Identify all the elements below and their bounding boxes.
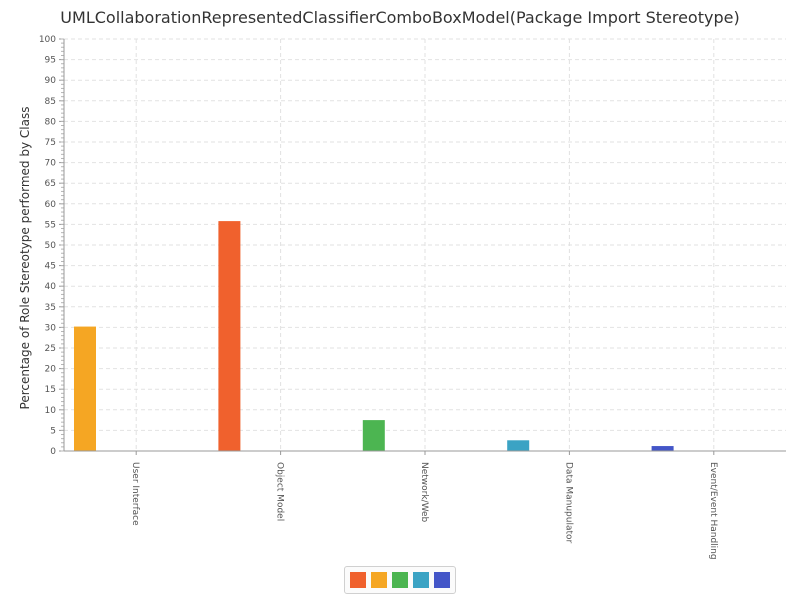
y-tick-label: 25 xyxy=(45,344,56,354)
x-category-label: Event/Event Handling xyxy=(708,462,718,560)
y-axis-label: Percentage of Role Stereotype performed … xyxy=(18,107,32,410)
axes: 0 5 10 15 20 25 30 35 40 45 50 55 60 65 70 75 80 85 90 95 10… xyxy=(39,35,786,560)
y-tick-label: 35 xyxy=(45,303,56,313)
x-category-label: User Interface xyxy=(130,462,140,526)
x-category-label: Data Manupulator xyxy=(563,462,573,544)
y-tick-label: 75 xyxy=(45,138,56,148)
y-tick-label: 100 xyxy=(39,35,56,45)
y-tick-label: 55 xyxy=(45,220,56,230)
y-tick-label: 20 xyxy=(45,365,57,375)
legend-swatch xyxy=(392,572,408,588)
bar xyxy=(74,326,96,451)
y-tick-label: 70 xyxy=(45,159,57,169)
y-tick-label: 10 xyxy=(45,406,57,416)
y-tick-label: 65 xyxy=(45,179,56,189)
legend-swatch xyxy=(350,572,366,588)
y-tick-label: 80 xyxy=(45,117,57,127)
bar xyxy=(651,446,674,451)
y-tick-label: 85 xyxy=(45,97,56,107)
x-category-label: Object Model xyxy=(275,462,285,521)
y-tick-label: 5 xyxy=(50,426,56,436)
legend-swatch xyxy=(413,572,429,588)
y-tick-label: 0 xyxy=(50,447,56,457)
grid-lines xyxy=(64,38,786,451)
y-tick-label: 45 xyxy=(45,262,56,272)
y-tick-label: 15 xyxy=(45,385,56,395)
legend xyxy=(344,566,456,594)
y-tick-label: 30 xyxy=(45,323,57,333)
bar xyxy=(218,221,241,451)
legend-swatch xyxy=(434,572,450,588)
y-tick-label: 60 xyxy=(45,200,57,210)
y-tick-label: 50 xyxy=(45,241,57,251)
bar xyxy=(507,440,530,451)
chart-title: UMLCollaborationRepresentedClassifierCom… xyxy=(60,8,740,27)
legend-swatch xyxy=(371,572,387,588)
bars xyxy=(74,221,674,451)
x-category-label: Network/Web xyxy=(419,462,429,523)
bar xyxy=(362,420,385,451)
y-tick-label: 95 xyxy=(45,56,56,66)
y-tick-label: 90 xyxy=(45,76,57,86)
y-tick-label: 40 xyxy=(45,282,57,292)
